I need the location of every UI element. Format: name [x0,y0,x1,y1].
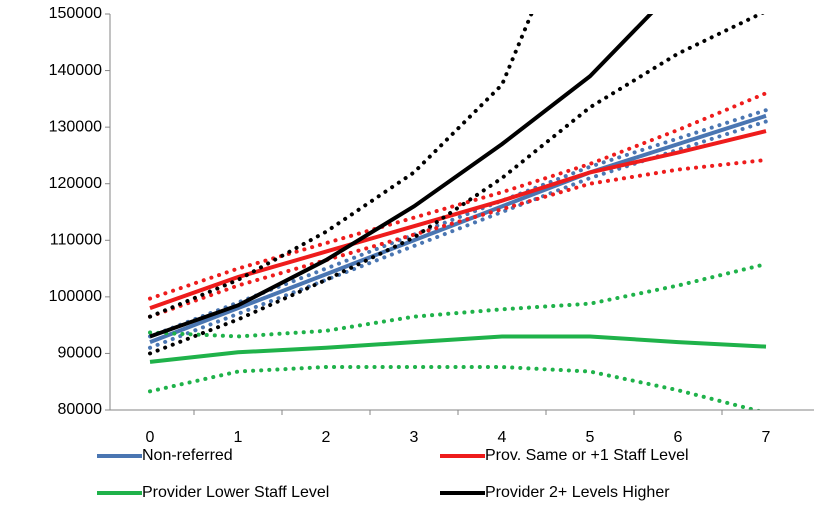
x-tick-label: 3 [410,429,419,446]
x-tick-label: 0 [146,429,155,446]
confidence-line [148,365,764,410]
confidence-line [148,14,765,356]
y-tick-label: 80000 [58,401,103,418]
series-line [149,334,767,364]
series-line [149,129,767,311]
series-line [149,14,654,339]
y-tick-label: 100000 [49,288,102,305]
legend-label: Non-referred [142,447,233,464]
confidence-line [148,108,768,339]
y-tick-label: 110000 [50,232,102,249]
legend-label: Provider Lower Staff Level [142,484,329,501]
y-tick-label: 150000 [49,5,102,22]
confidence-line [148,14,534,319]
x-tick-label: 5 [586,429,595,446]
x-tick-label: 4 [498,429,507,446]
legend-label: Provider 2+ Levels Higher [485,484,670,501]
x-tick-label: 2 [322,429,331,446]
y-tick-label: 90000 [58,345,103,362]
legend-label: Prov. Same or +1 Staff Level [485,447,689,464]
plot-area [148,14,768,410]
x-tick-label: 1 [234,429,243,446]
confidence-line [148,262,768,339]
y-tick-label: 130000 [49,118,102,135]
confidence-line [148,157,768,319]
confidence-line [148,119,768,350]
x-tick-label: 6 [674,429,683,446]
x-tick-label: 7 [762,429,771,446]
y-tick-label: 120000 [49,175,102,192]
confidence-line [148,91,768,301]
series-line [149,113,767,344]
y-tick-label: 140000 [49,62,102,79]
